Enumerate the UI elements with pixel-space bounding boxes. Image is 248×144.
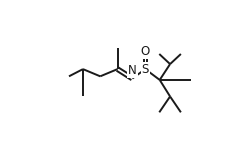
Text: N: N xyxy=(128,64,137,77)
Text: O: O xyxy=(141,45,150,58)
Text: S: S xyxy=(142,63,149,76)
